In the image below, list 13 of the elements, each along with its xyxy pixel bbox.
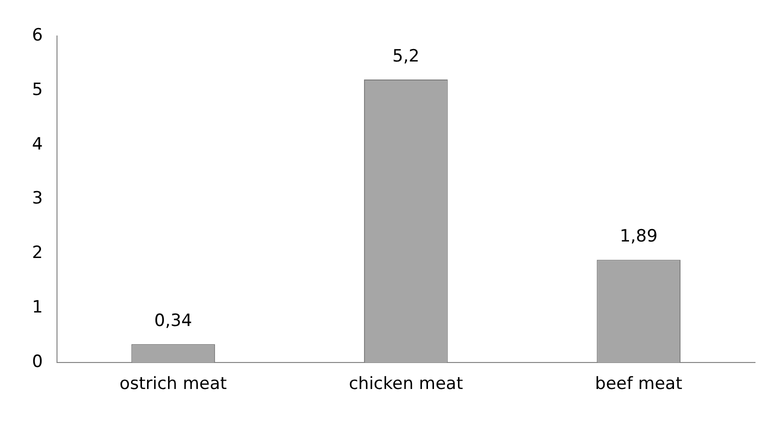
x-tick-label: ostrich meat	[120, 374, 228, 394]
x-tick-label: beef meat	[595, 374, 683, 394]
y-tick-label: 5	[32, 80, 43, 100]
y-tick-label: 0	[32, 352, 43, 372]
y-tick-label: 6	[32, 25, 43, 46]
y-tick-label: 3	[32, 188, 43, 209]
y-tick-label: 2	[32, 243, 43, 264]
data-label: 1,89	[620, 226, 658, 247]
y-tick-label: 1	[32, 298, 43, 318]
x-tick-label: chicken meat	[348, 374, 464, 394]
data-label: 0,34	[154, 311, 192, 332]
y-tick-label: 4	[32, 134, 43, 154]
data-label: 5,2	[392, 46, 420, 66]
